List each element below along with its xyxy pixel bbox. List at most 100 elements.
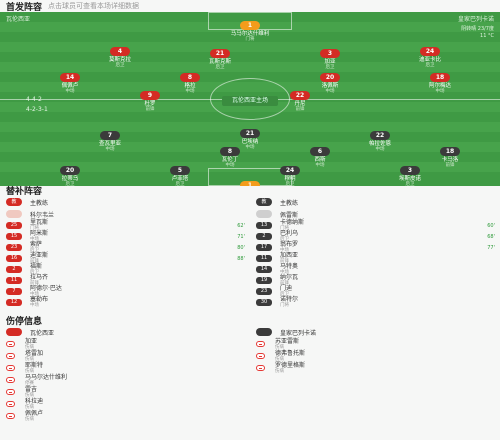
injury-icon — [256, 353, 265, 359]
home-injury-team: 瓦伦西亚 — [6, 326, 251, 338]
sub-row[interactable]: 13 卡德纳斯 门将 60' — [256, 220, 500, 231]
sub-row[interactable]: 2 福斯 后卫 — [6, 264, 251, 275]
sub-name: 福斯 — [30, 263, 43, 270]
injury-row[interactable]: 佩佩卢 伤病 — [6, 410, 251, 422]
away-player[interactable]: 21 巴埃纳 中场 — [220, 120, 280, 150]
injury-row[interactable]: 耶斯特 伤病 — [6, 362, 251, 374]
shirt-number-badge: 24 — [280, 166, 300, 175]
sub-row[interactable]: 19 纳尔瓦 前锋 — [256, 275, 500, 286]
player-name: 杜罗 — [144, 101, 156, 107]
player-position: 门将 — [245, 37, 255, 42]
player-position: 前锋 — [145, 107, 155, 112]
injured-player-name: 加亚 — [25, 337, 38, 345]
injury-icon — [256, 341, 265, 347]
shirt-number-badge: 4 — [110, 47, 130, 56]
lineup-subtitle: 点击球员可查看本场详细数据 — [48, 2, 140, 10]
home-player[interactable]: 14 佩佩卢 中场 — [40, 64, 100, 94]
weather-info: 阴转晴 23/7度 11 °C — [461, 26, 494, 40]
sub-row[interactable]: 2 巴利乌 后卫 68' — [256, 231, 500, 242]
player-name: 洛佩斯 — [321, 83, 339, 89]
player-position: 前锋 — [295, 107, 305, 112]
away-player[interactable]: 6 西斯 中场 — [290, 138, 350, 168]
sub-position: 后卫 — [30, 248, 39, 253]
injury-icon — [6, 377, 15, 383]
injuries-header: 伤停信息 — [6, 314, 42, 327]
injury-row[interactable]: 马马尔达什维利 停赛 — [6, 374, 251, 386]
away-coach[interactable]: 教 主教练 — [256, 196, 500, 208]
sub-number: 2 — [6, 266, 22, 273]
shirt-number-badge: 1 — [240, 181, 260, 186]
away-player[interactable]: 3 埃斯皮诺 后卫 — [380, 157, 440, 186]
injury-row[interactable]: 德弗鲁托斯 伤病 — [256, 350, 500, 362]
player-name: 拉蒂乌 — [61, 176, 79, 182]
player-position: 中场 — [225, 163, 235, 168]
away-player[interactable]: 22 帕拉佐恩 中场 — [350, 122, 410, 152]
home-player[interactable]: 4 莫斯克拉 后卫 — [90, 38, 150, 68]
player-position: 中场 — [375, 147, 385, 152]
shirt-number-badge: 1 — [240, 21, 260, 30]
sub-position: 后卫 — [30, 270, 39, 275]
home-player[interactable]: 18 阿尔梅达 中场 — [410, 64, 470, 94]
injury-row[interactable]: 科拉迪 伤病 — [6, 398, 251, 410]
sub-row[interactable]: 7 阿德尔·巴达 中场 — [6, 286, 251, 297]
home-player[interactable]: 8 格拉 中场 — [160, 64, 220, 94]
injured-player-name: 马马尔达什维利 — [25, 373, 68, 381]
injury-row[interactable]: 苏亚雷斯 伤病 — [256, 338, 500, 350]
shirt-number-badge: 7 — [100, 131, 120, 140]
away-team-tag: 皇家巴列卡诺 — [457, 16, 494, 23]
sub-row[interactable]: 23 索萨 后卫 80' — [6, 242, 251, 253]
player-position: 前锋 — [445, 163, 455, 168]
sub-row[interactable]: 14 马特奥 中场 — [256, 264, 500, 275]
home-coach[interactable]: 教 主教练 — [6, 196, 251, 208]
sub-position: 门将 — [30, 226, 39, 231]
coach-avatar-icon — [256, 210, 272, 218]
injury-row[interactable]: 塔雷加 伤病 — [6, 350, 251, 362]
home-player[interactable]: 22 丹尼 前锋 — [270, 82, 330, 112]
home-player[interactable]: 20 洛佩斯 中场 — [300, 64, 360, 94]
away-player[interactable]: 1巴塔利亚门将 — [220, 172, 280, 186]
home-formation: 4-4-2 — [26, 96, 42, 103]
home-player[interactable]: 1 马马尔达什维利 门将 — [220, 12, 280, 42]
shirt-number-badge: 20 — [320, 73, 340, 82]
injury-note: 伤病 — [25, 404, 34, 410]
home-player[interactable]: 3 加亚 后卫 — [300, 40, 360, 70]
sub-row[interactable]: 25 里瓦斯 门将 62' — [6, 220, 251, 231]
sub-name: 翁布罗 — [280, 241, 299, 248]
home-player[interactable]: 21 瓦斯克斯 后卫 — [190, 40, 250, 70]
sub-row[interactable]: 23 门迪 后卫 — [256, 286, 500, 297]
injury-row[interactable]: 雷吉 伤病 — [6, 386, 251, 398]
sub-row[interactable]: 30 诺特尔 门将 — [256, 297, 500, 308]
sub-row[interactable]: 17 翁布罗 中场 77' — [256, 242, 500, 253]
injury-row[interactable]: 加亚 伤病 — [6, 338, 251, 350]
injury-row[interactable]: 罗德里格斯 伤病 — [256, 362, 500, 374]
away-player[interactable]: 8 瓦伦丁 中场 — [200, 138, 260, 168]
away-player[interactable]: 20 拉蒂乌 后卫 — [40, 157, 100, 186]
sub-number: 14 — [256, 266, 272, 273]
home-player[interactable]: 9 杜罗 前锋 — [120, 82, 180, 112]
away-player[interactable]: 5 卢菲塔 后卫 — [150, 157, 210, 186]
sub-name: 卡德纳斯 — [280, 219, 305, 226]
sub-row[interactable]: 11 加西亚 前锋 — [256, 253, 500, 264]
away-player[interactable]: 7 查瓦里亚 中场 — [80, 122, 140, 152]
sub-row[interactable]: 12 塞勒布 中场 — [6, 297, 251, 308]
center-circle — [210, 78, 290, 120]
shirt-number-badge: 24 — [420, 47, 440, 56]
sub-position: 中场 — [280, 248, 289, 253]
sub-number: 30 — [256, 299, 272, 306]
injury-note: 伤病 — [25, 344, 34, 350]
sub-row[interactable]: 16 迪亚斯 前锋 88' — [6, 253, 251, 264]
sub-name: 里瓦斯 — [30, 219, 49, 226]
home-coach-label: 主教练 — [30, 199, 49, 207]
sub-row[interactable]: 15 阿米斯 中场 71' — [6, 231, 251, 242]
injured-player-name: 苏亚雷斯 — [275, 337, 300, 345]
sub-row[interactable]: 11 拉马齐 前锋 — [6, 275, 251, 286]
shirt-number-badge: 3 — [320, 49, 340, 58]
home-player[interactable]: 24 迪亚卡比 后卫 — [400, 38, 460, 68]
sub-name: 阿德尔·巴达 — [30, 285, 62, 292]
away-player[interactable]: 24 穆明 后卫 — [260, 157, 320, 186]
sub-number: 12 — [6, 299, 22, 306]
sub-on-time: 71' — [237, 233, 245, 240]
away-player[interactable]: 18 卡马洛 前锋 — [420, 138, 480, 168]
injury-icon — [6, 389, 15, 395]
sub-on-time: 68' — [487, 233, 495, 240]
